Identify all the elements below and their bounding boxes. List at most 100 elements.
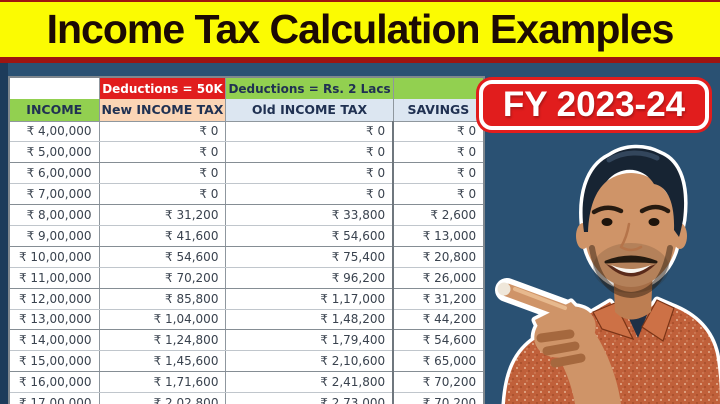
hair-shine — [606, 150, 660, 163]
fy-badge: FY 2023-24 — [476, 77, 712, 133]
old-tax-cell: ₹ 0 — [225, 121, 395, 143]
new-tax-cell: ₹ 2,02,800 — [98, 392, 227, 404]
mustache — [604, 255, 658, 264]
savings-cell: ₹ 0 — [392, 121, 485, 143]
collar-right — [641, 299, 675, 342]
income-cell: ₹ 5,00,000 — [8, 141, 100, 164]
eyebrow-right — [639, 204, 671, 214]
income-cell: ₹ 16,00,000 — [8, 371, 100, 394]
deductions-old-header: Deductions = Rs. 2 Lacs — [225, 77, 394, 99]
old-tax-cell: ₹ 2,73,000 — [225, 392, 395, 404]
savings-cell: ₹ 13,000 — [392, 225, 485, 247]
income-cell: ₹ 17,00,000 — [8, 392, 100, 404]
new-tax-cell: ₹ 31,200 — [98, 204, 227, 226]
old-tax-cell: ₹ 2,41,800 — [225, 371, 395, 394]
column-header-income: INCOME — [8, 99, 100, 122]
fy-badge-label: FY 2023-24 — [502, 85, 686, 124]
new-tax-cell: ₹ 1,24,800 — [98, 329, 227, 352]
old-tax-cell: ₹ 75,400 — [225, 246, 395, 268]
savings-cell: ₹ 0 — [392, 141, 485, 164]
savings-cell: ₹ 54,600 — [392, 329, 485, 352]
savings-cell: ₹ 70,200 — [392, 371, 485, 394]
teeth — [611, 265, 651, 273]
table-row: ₹ 12,00,000 ₹ 85,800 ₹ 1,17,000 ₹ 31,200 — [8, 288, 485, 310]
finger-tip — [497, 282, 511, 296]
new-tax-cell: ₹ 1,45,600 — [98, 350, 227, 373]
presenter-photo — [495, 144, 720, 404]
income-cell: ₹ 7,00,000 — [8, 183, 100, 206]
table-row: ₹ 7,00,000 ₹ 0 ₹ 0 ₹ 0 — [8, 183, 485, 206]
title-banner: Income Tax Calculation Examples — [0, 0, 720, 57]
income-cell: ₹ 12,00,000 — [8, 288, 100, 310]
old-tax-cell: ₹ 54,600 — [225, 225, 395, 247]
savings-cell: ₹ 2,600 — [392, 204, 485, 226]
table-row: ₹ 4,00,000 ₹ 0 ₹ 0 ₹ 0 — [8, 121, 485, 143]
banner-divider — [0, 57, 720, 63]
new-tax-cell: ₹ 0 — [98, 141, 227, 164]
table-row: ₹ 11,00,000 ₹ 70,200 ₹ 96,200 ₹ 26,000 — [8, 267, 485, 289]
savings-cell: ₹ 44,200 — [392, 309, 485, 331]
frame-left-strip — [0, 63, 8, 404]
income-cell: ₹ 11,00,000 — [8, 267, 100, 289]
eye-right — [648, 218, 660, 226]
eyebrow-left — [591, 205, 624, 215]
income-cell: ₹ 9,00,000 — [8, 225, 100, 247]
income-cell: ₹ 8,00,000 — [8, 204, 100, 226]
old-tax-cell: ₹ 1,79,400 — [225, 329, 395, 352]
savings-cell: ₹ 26,000 — [392, 267, 485, 289]
old-tax-cell: ₹ 1,48,200 — [225, 309, 395, 331]
income-cell: ₹ 15,00,000 — [8, 350, 100, 373]
income-cell: ₹ 14,00,000 — [8, 329, 100, 352]
page-title: Income Tax Calculation Examples — [46, 6, 675, 52]
finger-highlight — [513, 287, 567, 310]
income-cell: ₹ 6,00,000 — [8, 162, 100, 185]
tax-table-body: ₹ 4,00,000 ₹ 0 ₹ 0 ₹ 0 ₹ 5,00,000 ₹ 0 ₹ 0 ₹ 0 ₹ … — [8, 121, 485, 404]
income-cell: ₹ 13,00,000 — [8, 309, 100, 331]
deductions-header-row: Deductions = 50K Deductions = Rs. 2 Lacs — [8, 77, 485, 99]
index-finger — [500, 283, 574, 319]
curled-fingers — [536, 329, 586, 368]
empty-green-header-cell — [392, 77, 485, 99]
table-row: ₹ 6,00,000 ₹ 0 ₹ 0 ₹ 0 — [8, 162, 485, 185]
column-header-old-tax: Old INCOME TAX — [225, 99, 394, 122]
table-row: ₹ 9,00,000 ₹ 41,600 ₹ 54,600 ₹ 13,000 — [8, 225, 485, 247]
new-tax-cell: ₹ 1,04,000 — [98, 309, 227, 331]
savings-cell: ₹ 65,000 — [392, 350, 485, 373]
income-cell: ₹ 10,00,000 — [8, 246, 100, 268]
savings-cell: ₹ 20,800 — [392, 246, 485, 268]
table-row: ₹ 15,00,000 ₹ 1,45,600 ₹ 2,10,600 ₹ 65,000 — [8, 350, 485, 373]
old-tax-cell: ₹ 0 — [225, 183, 395, 206]
column-header-row: INCOME New INCOME TAX Old INCOME TAX SAV… — [8, 99, 485, 122]
new-tax-cell: ₹ 1,71,600 — [98, 371, 227, 394]
beard-line — [589, 245, 673, 299]
collar-left — [592, 302, 635, 341]
old-tax-cell: ₹ 0 — [225, 162, 395, 185]
column-header-new-tax: New INCOME TAX — [98, 99, 227, 122]
new-tax-cell: ₹ 70,200 — [98, 267, 227, 289]
fy-badge-border: FY 2023-24 — [479, 80, 709, 130]
savings-cell: ₹ 0 — [392, 162, 485, 185]
old-tax-cell: ₹ 33,800 — [225, 204, 395, 226]
new-tax-cell: ₹ 0 — [98, 183, 227, 206]
empty-header-cell — [8, 77, 100, 99]
table-row: ₹ 16,00,000 ₹ 1,71,600 ₹ 2,41,800 ₹ 70,200 — [8, 371, 485, 394]
income-tax-table: Deductions = 50K Deductions = Rs. 2 Lacs… — [8, 76, 486, 404]
table-row: ₹ 5,00,000 ₹ 0 ₹ 0 ₹ 0 — [8, 141, 485, 164]
old-tax-cell: ₹ 0 — [225, 141, 395, 164]
savings-cell: ₹ 70,200 — [392, 392, 485, 404]
new-tax-cell: ₹ 85,800 — [98, 288, 227, 310]
table-row: ₹ 10,00,000 ₹ 54,600 ₹ 75,400 ₹ 20,800 — [8, 246, 485, 268]
table-row: ₹ 14,00,000 ₹ 1,24,800 ₹ 1,79,400 ₹ 54,600 — [8, 329, 485, 352]
eye-left — [601, 218, 613, 226]
table-row: ₹ 17,00,000 ₹ 2,02,800 ₹ 2,73,000 ₹ 70,200 — [8, 392, 485, 404]
new-tax-cell: ₹ 54,600 — [98, 246, 227, 268]
table-row: ₹ 8,00,000 ₹ 31,200 ₹ 33,800 ₹ 2,600 — [8, 204, 485, 226]
face — [584, 173, 678, 287]
column-header-savings: SAVINGS — [392, 99, 485, 122]
savings-cell: ₹ 0 — [392, 183, 485, 206]
income-cell: ₹ 4,00,000 — [8, 121, 100, 143]
beard-shading — [593, 243, 669, 293]
nose — [619, 222, 643, 252]
table-row: ₹ 13,00,000 ₹ 1,04,000 ₹ 1,48,200 ₹ 44,200 — [8, 309, 485, 331]
